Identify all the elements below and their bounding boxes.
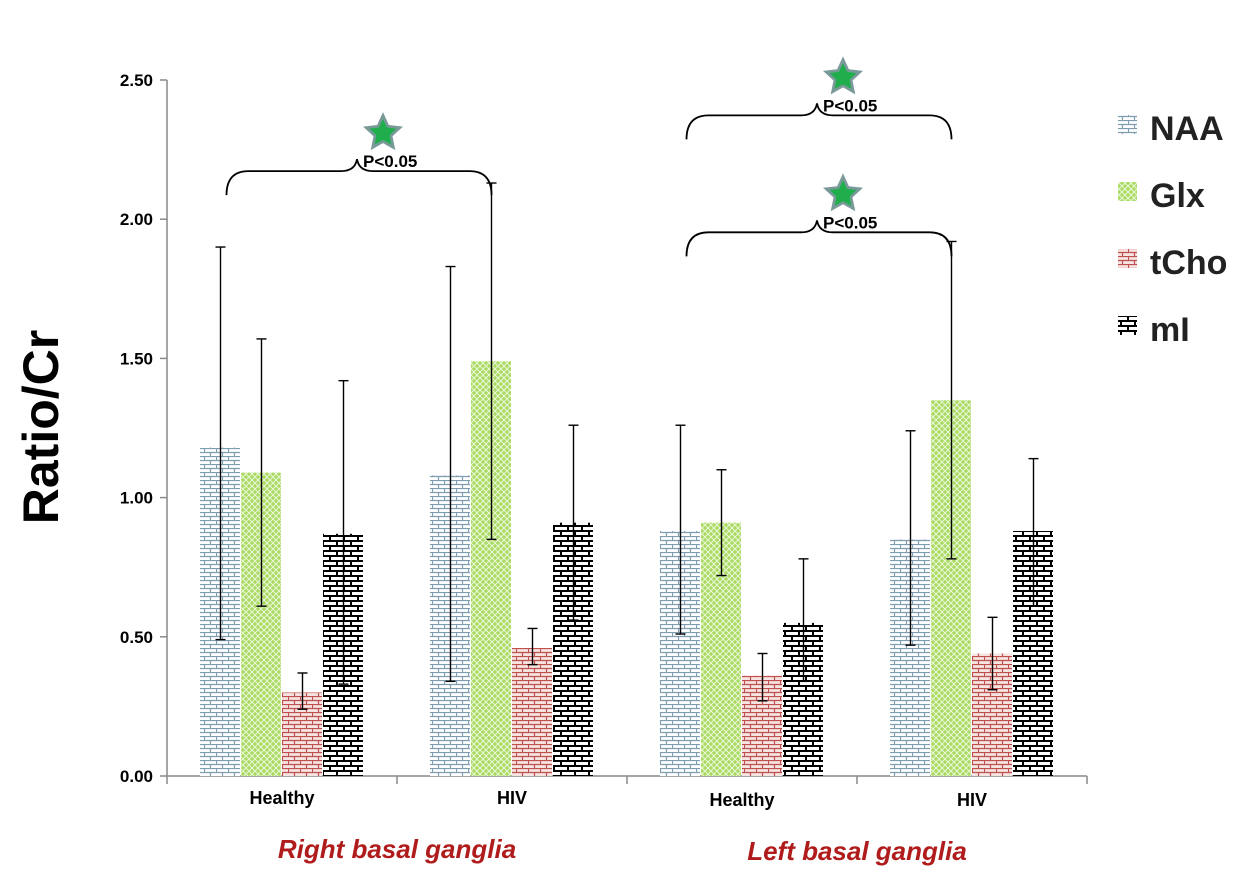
star-icon-inner (829, 180, 857, 206)
p-value-label: P<0.05 (823, 213, 877, 232)
y-tick-label: 1.50 (120, 349, 153, 368)
x-tick-label: HIV (957, 790, 987, 810)
star-icon-inner (829, 63, 857, 89)
legend-label-tcho: tCho (1150, 244, 1227, 282)
legend-swatch-mi (1118, 316, 1137, 335)
y-tick-label: 2.50 (120, 71, 153, 90)
error-bars-layer (215, 182, 1039, 710)
bars-layer (200, 361, 1053, 776)
legend-swatch-tcho (1118, 249, 1137, 268)
legend-swatch-glx (1118, 182, 1137, 201)
x-tick-label: Healthy (709, 790, 774, 810)
significance-bracket (685, 220, 953, 257)
axes: 0.00 0.50 1.00 1.50 2.00 2.50 Healthy HIV Health… (120, 71, 1088, 866)
significance-bracket (685, 103, 953, 140)
y-tick-label: 2.00 (120, 210, 153, 229)
legend-label-glx: Glx (1150, 177, 1205, 215)
group-label: Right basal ganglia (278, 834, 516, 864)
annotations-layer: P<0.05 P<0.05 P<0.05 (225, 56, 953, 257)
legend-label-mi: mI (1150, 311, 1190, 349)
legend-label-naa: NAA (1150, 110, 1224, 148)
star-icon-inner (369, 119, 397, 145)
p-value-label: P<0.05 (823, 96, 877, 115)
legend-swatch-naa (1118, 115, 1137, 134)
y-tick-label: 0.50 (120, 628, 153, 647)
legend: NAA Glx tCho mI (1118, 110, 1227, 349)
x-tick-label: Healthy (249, 788, 314, 808)
significance-bracket (225, 158, 493, 196)
group-label: Left basal ganglia (747, 836, 967, 866)
y-tick-label: 1.00 (120, 489, 153, 508)
p-value-label: P<0.05 (363, 152, 417, 171)
y-axis-label: Ratio/Cr (13, 330, 69, 524)
x-tick-label: HIV (497, 788, 527, 808)
y-tick-label: 0.00 (120, 767, 153, 786)
bar-tcho (512, 647, 552, 776)
